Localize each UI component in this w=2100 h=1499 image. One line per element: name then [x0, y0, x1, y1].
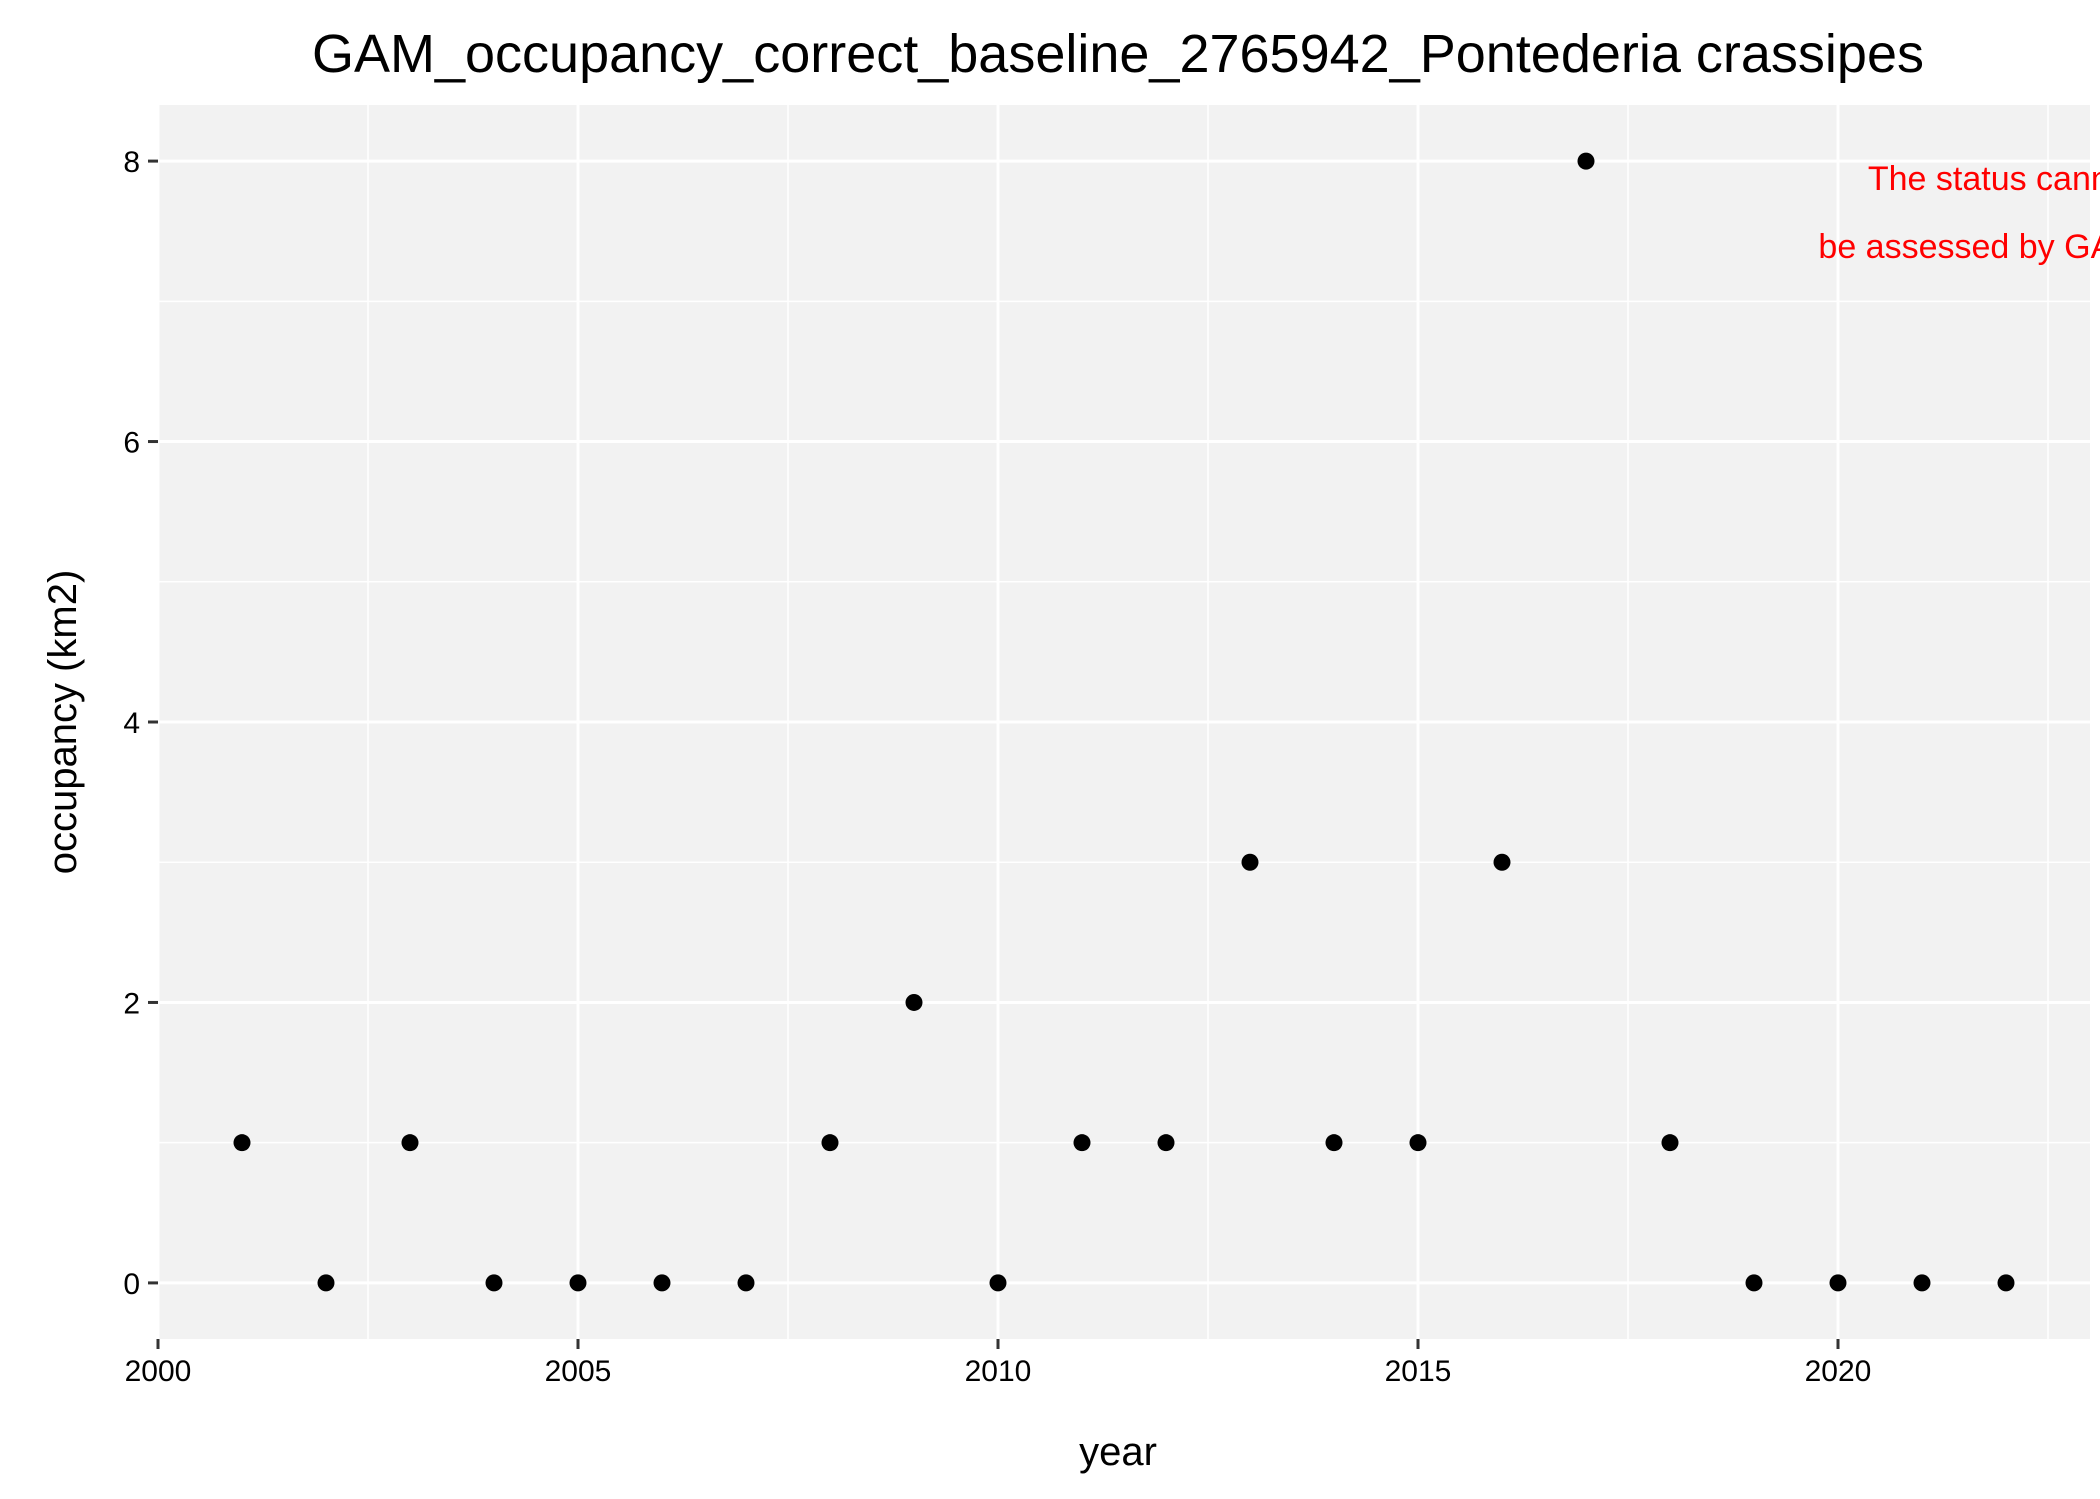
data-point — [1493, 853, 1511, 871]
data-point — [1409, 1134, 1427, 1152]
data-point — [1157, 1134, 1175, 1152]
data-point — [233, 1134, 251, 1152]
data-point — [653, 1274, 671, 1292]
data-point — [1745, 1274, 1763, 1292]
x-axis-title: year — [1079, 1430, 1157, 1474]
data-point — [569, 1274, 587, 1292]
y-tick-label: 6 — [123, 427, 140, 460]
data-point — [989, 1274, 1007, 1292]
status-annotation: The status cannot be assessed by GAM — [1818, 160, 2100, 266]
data-point — [317, 1274, 335, 1292]
data-point — [737, 1274, 755, 1292]
data-point — [905, 993, 923, 1011]
axes: 0 2 4 6 8 2000 2005 2010 2015 2020 — [123, 146, 1871, 1388]
y-tick-label: 8 — [123, 146, 140, 179]
data-point — [1325, 1134, 1343, 1152]
annotation-line: be assessed by GAM — [1818, 228, 2100, 266]
data-point — [1829, 1274, 1847, 1292]
data-point — [1913, 1274, 1931, 1292]
data-point — [821, 1134, 839, 1152]
data-point — [1577, 152, 1595, 170]
x-tick-label: 2005 — [545, 1355, 612, 1388]
x-tick-label: 2020 — [1805, 1355, 1872, 1388]
x-tick-label: 2015 — [1385, 1355, 1452, 1388]
annotation-line: The status cannot — [1868, 160, 2100, 198]
x-tick-label: 2000 — [125, 1355, 192, 1388]
chart-title: GAM_occupancy_correct_baseline_2765942_P… — [312, 24, 1924, 84]
data-point — [401, 1134, 419, 1152]
data-point — [485, 1274, 503, 1292]
data-point — [1241, 853, 1259, 871]
y-tick-label: 2 — [123, 987, 140, 1020]
x-tick-label: 2010 — [965, 1355, 1032, 1388]
data-point — [1073, 1134, 1091, 1152]
y-axis-title: occupancy (km2) — [41, 570, 85, 875]
data-points — [233, 152, 2015, 1292]
y-tick-label: 4 — [123, 707, 140, 740]
y-tick-label: 0 — [123, 1268, 140, 1301]
data-point — [1661, 1134, 1679, 1152]
data-point — [1997, 1274, 2015, 1292]
